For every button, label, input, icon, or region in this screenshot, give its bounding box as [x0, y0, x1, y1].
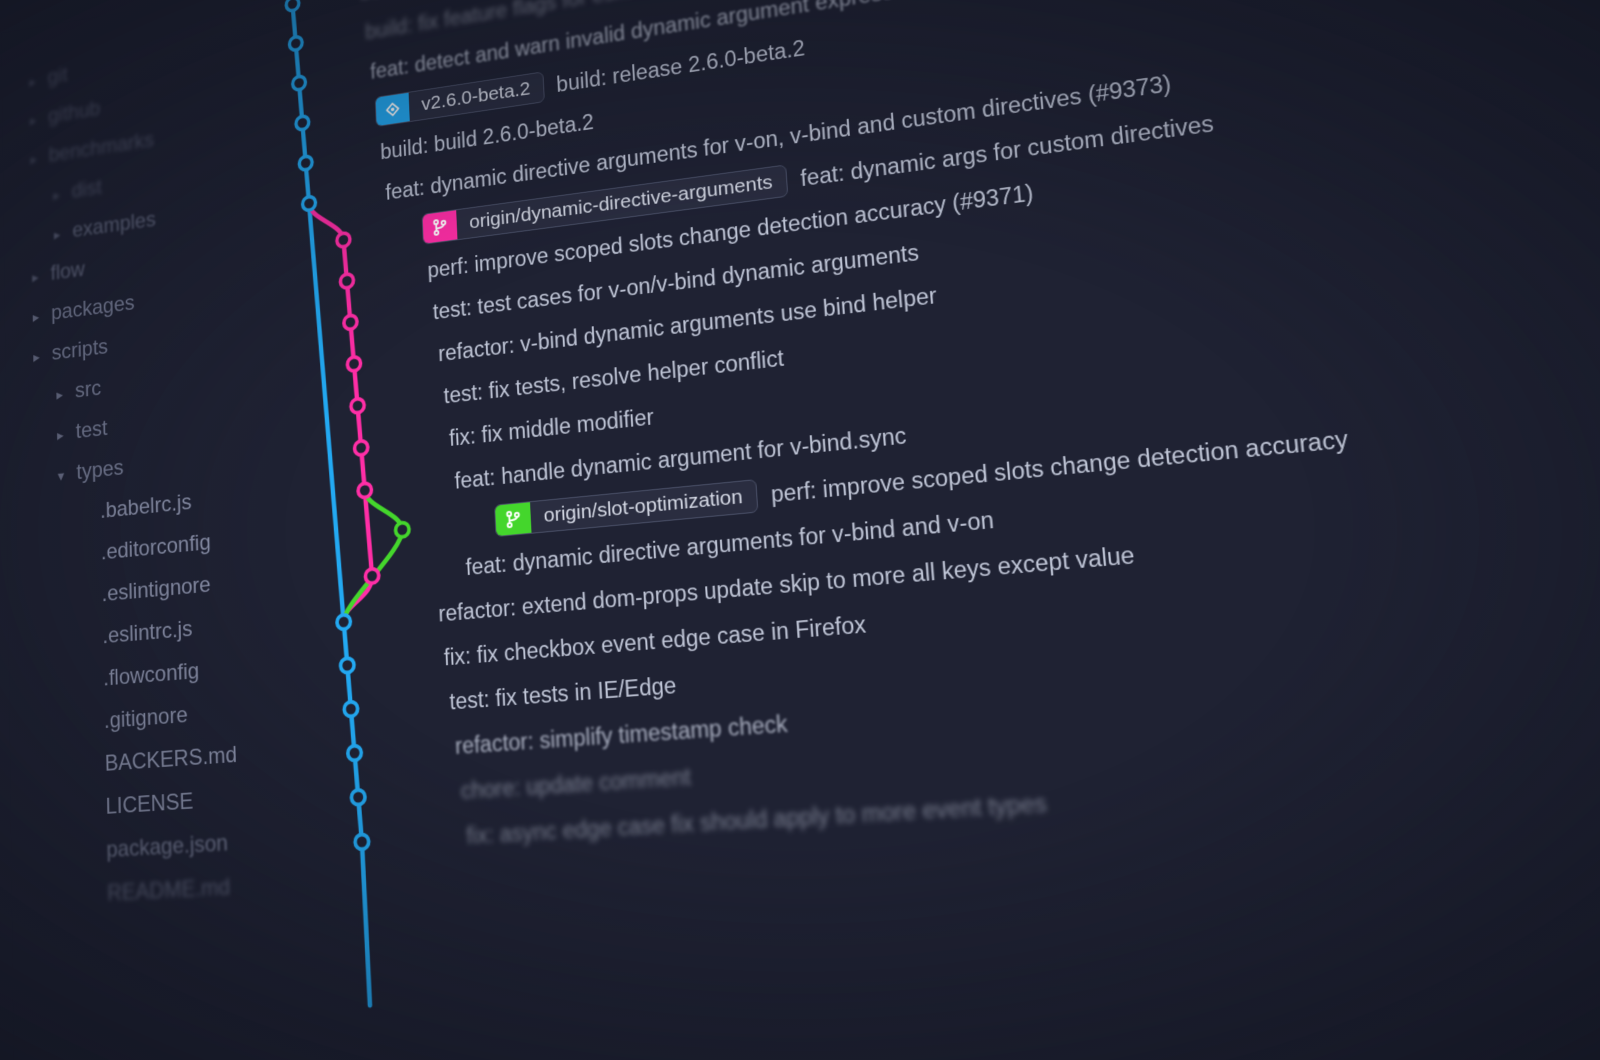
branch-icon: [423, 210, 458, 244]
chevron-icon: [53, 461, 68, 487]
tree-item-label: examples: [72, 207, 156, 243]
chevron-icon: [49, 181, 64, 207]
chevron-icon: [52, 380, 67, 406]
branch-icon: [495, 502, 531, 536]
chevron-icon: [53, 421, 68, 447]
tree-item-label: BACKERS.md: [105, 742, 238, 777]
chevron-icon: [26, 106, 41, 132]
tree-item-label: packages: [51, 291, 135, 326]
file-tree-sidebar: gitgithubbenchmarksdistexamplesflowpacka…: [1, 0, 308, 1060]
tree-item-label: git: [47, 63, 67, 90]
chevron-icon: [29, 303, 44, 329]
tree-item-label: dist: [71, 175, 101, 203]
tree-item-label: .eslintrc.js: [102, 616, 192, 649]
commit-message: test: fix tests in IE/Edge: [449, 672, 677, 715]
tree-item-label: scripts: [52, 335, 109, 367]
tree-item-label: types: [76, 455, 124, 485]
commit-log-pane: build: build 2.6.0-beta.3build: fix feat…: [267, 0, 1600, 1060]
tree-item-label: .flowconfig: [103, 658, 199, 692]
commit-rows: build: build 2.6.0-beta.3build: fix feat…: [360, 0, 1600, 863]
chevron-icon: [26, 145, 41, 171]
tree-item-label: github: [48, 97, 101, 129]
chevron-icon: [28, 263, 43, 289]
tree-item-label: test: [76, 416, 108, 444]
tree-item-label: src: [75, 376, 102, 404]
tree-item-label: .babelrc.js: [100, 490, 192, 525]
tree-item-label: package.json: [106, 830, 228, 864]
tag-icon: [376, 93, 410, 126]
tree-item-label: .eslintignore: [101, 572, 211, 608]
tree-item-label: LICENSE: [105, 789, 193, 821]
commit-message: chore: update comment: [460, 763, 691, 804]
tree-item-label: README.md: [107, 874, 231, 907]
chevron-icon: [29, 343, 44, 369]
tree-item-label: flow: [50, 257, 85, 286]
app-window: gitgithubbenchmarksdistexamplesflowpacka…: [1, 0, 1600, 1060]
chevron-icon: [50, 220, 65, 246]
tree-item-label: .gitignore: [104, 702, 188, 734]
tree-item-label: .editorconfig: [101, 530, 211, 566]
chevron-icon: [25, 68, 39, 94]
